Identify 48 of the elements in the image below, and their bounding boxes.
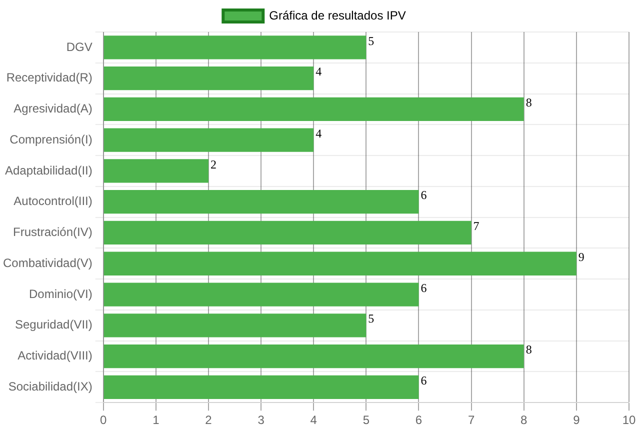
bar: [104, 97, 524, 122]
bar: [104, 344, 524, 368]
bar: [104, 252, 576, 276]
x-tick-label: 1: [152, 413, 160, 428]
bar: [104, 220, 472, 245]
x-tick-label: 7: [468, 413, 475, 428]
data-label: 4: [316, 64, 322, 79]
y-tick-label: Comprensión(I): [10, 132, 92, 146]
data-label: 8: [526, 96, 532, 110]
data-label: 6: [420, 280, 427, 295]
x-tick-label: 10: [622, 413, 636, 428]
bar: [104, 282, 419, 306]
data-label: 7: [473, 219, 480, 234]
x-tick-label: 3: [258, 413, 265, 428]
y-tick-label: Adaptabilidad(II): [4, 163, 92, 178]
y-tick-label: Autocontrol(III): [14, 194, 92, 208]
legend-label: Gráfica de resultados IPV: [269, 8, 406, 22]
y-tick-label: Combatividad(V): [2, 256, 92, 270]
data-label: 6: [420, 374, 427, 388]
bar: [104, 128, 314, 152]
x-tick-label: 6: [415, 413, 422, 428]
y-tick-label: DGV: [66, 40, 92, 54]
bar: [104, 190, 419, 214]
bar: [104, 159, 208, 183]
y-tick-label: Frustración(IV): [13, 225, 92, 240]
y-tick-label: Receptividad(R): [6, 70, 92, 85]
data-label: 4: [316, 126, 322, 140]
x-tick-label: 4: [310, 413, 318, 428]
data-label: 9: [578, 250, 584, 264]
x-tick-label: 5: [362, 413, 370, 428]
y-tick-label: Agresividad(A): [14, 102, 92, 116]
bar: [104, 36, 366, 60]
x-tick-label: 9: [573, 413, 580, 428]
y-tick-label: Sociabilidad(IX): [8, 379, 92, 394]
bar: [104, 375, 419, 399]
bar: [104, 314, 366, 338]
data-label: 5: [368, 312, 374, 326]
x-tick-label: 0: [100, 413, 108, 428]
x-tick-label: 8: [520, 413, 528, 428]
x-tick-label: 2: [205, 413, 212, 428]
data-label: 6: [420, 188, 427, 202]
bar: [104, 66, 314, 90]
y-tick-label: Actividad(VIII): [18, 348, 92, 363]
y-tick-label: Dominio(VI): [29, 286, 92, 301]
data-label: 8: [526, 342, 532, 357]
y-tick-label: Seguridad(VII): [14, 318, 92, 332]
data-label: 2: [210, 157, 216, 172]
data-label: 5: [368, 34, 374, 48]
